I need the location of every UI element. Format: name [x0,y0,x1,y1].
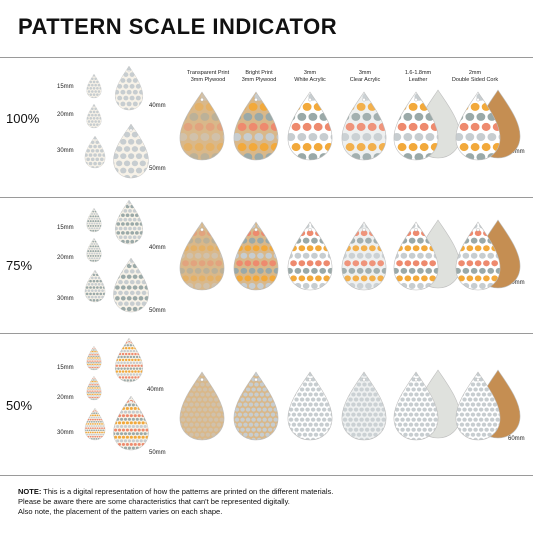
teardrop-swatch [86,73,102,99]
size-label: 30mm [57,148,74,154]
column-header: Transparent Print 3mm Plywood [186,70,230,83]
column-header: Bright Print 3mm Plywood [241,70,277,83]
size-label: 15mm [57,225,74,231]
size-label: 40mm [149,245,166,251]
teardrop-swatch [455,221,501,291]
size-label: 40mm [149,103,166,109]
teardrop-swatch [455,371,501,441]
teardrop-swatch [179,91,225,161]
teardrop-swatch [113,123,149,179]
teardrop-swatch [341,221,387,291]
teardrop-swatch [113,257,149,313]
size-label: 30mm [57,430,74,436]
size-label: 15mm [57,365,74,371]
teardrop-swatch [113,395,149,451]
size-label: 60mm [508,436,525,442]
size-label: 50mm [149,166,166,172]
teardrop-swatch [393,221,439,291]
size-label: 15mm [57,84,74,90]
size-label: 30mm [57,296,74,302]
section-divider [0,333,533,334]
teardrop-swatch [84,135,106,169]
column-header: 2mm Double Sided Cork [451,70,499,83]
size-label: 20mm [57,112,74,118]
section-divider [0,475,533,476]
teardrop-swatch [86,375,102,401]
teardrop-swatch [393,371,439,441]
teardrop-swatch [115,65,143,111]
teardrop-swatch [287,221,333,291]
column-header: 3mm White Acrylic [294,70,326,83]
column-header: 3mm Clear Acrylic [349,70,381,83]
section-divider [0,57,533,58]
teardrop-swatch [115,199,143,245]
teardrop-swatch [233,371,279,441]
teardrop-swatch [341,371,387,441]
teardrop-swatch [287,91,333,161]
teardrop-swatch [287,371,333,441]
teardrop-swatch [455,91,501,161]
size-label: 20mm [57,395,74,401]
size-label: 60mm [508,280,525,286]
teardrop-swatch [86,207,102,233]
teardrop-swatch [179,221,225,291]
section-divider [0,197,533,198]
scale-label: 50% [6,398,33,413]
teardrop-swatch [84,407,106,441]
size-label: 20mm [57,255,74,261]
size-label: 50mm [149,308,166,314]
scale-label: 75% [6,258,33,273]
teardrop-swatch [84,269,106,303]
teardrop-swatch [86,345,102,371]
size-label: 40mm [147,387,164,393]
size-label: 60mm [508,149,525,155]
scale-label: 100% [6,111,40,126]
teardrop-swatch [341,91,387,161]
teardrop-swatch [86,103,102,129]
teardrop-swatch [233,221,279,291]
teardrop-swatch [115,337,143,383]
teardrop-swatch [233,91,279,161]
column-header: 1.6-1.8mm Leather [404,70,432,83]
teardrop-swatch [86,237,102,263]
size-label: 50mm [149,450,166,456]
teardrop-swatch [393,91,439,161]
page-title: PATTERN SCALE INDICATOR [18,14,338,39]
teardrop-swatch [179,371,225,441]
note-text: NOTE: This is a digital representation o… [18,487,334,516]
